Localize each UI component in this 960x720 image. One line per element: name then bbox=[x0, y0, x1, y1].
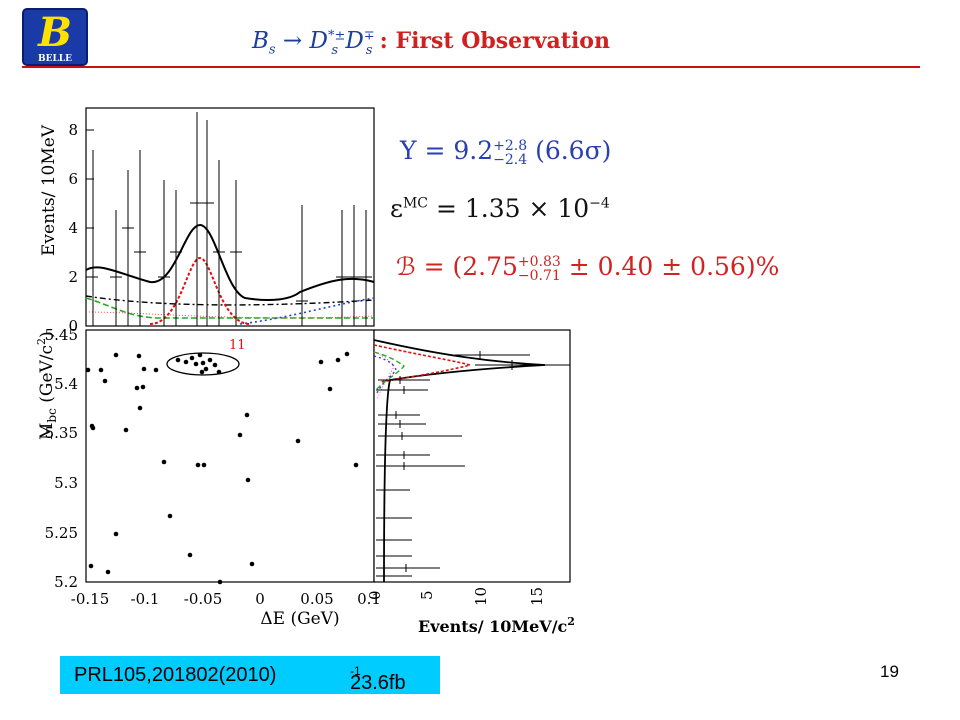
mbc-projection: 0 5 10 15 Events/ 10MeV/c2 bbox=[366, 329, 575, 636]
top-bg-green bbox=[85, 297, 374, 319]
right-bg-green bbox=[373, 351, 406, 391]
scatter-ytick: 5.3 bbox=[54, 474, 78, 492]
logo-letter: B bbox=[37, 9, 72, 56]
title-text: First Observation bbox=[395, 28, 610, 54]
top-ytick: 2 bbox=[68, 268, 78, 286]
top-bg-blue bbox=[239, 297, 375, 325]
right-xtick: 15 bbox=[528, 587, 546, 606]
branching-fraction-equation: ℬ = (2.75+0.83 −0.71 ± 0.40 ± 0.56)% bbox=[396, 252, 780, 284]
efficiency-equation: εMC = 1.35 × 10−4 bbox=[390, 194, 610, 223]
mbc-vs-delta-e-scatter: 5.2 5.25 5.3 5.35 5.4 5.45 -0.15 -0.1 -0… bbox=[35, 326, 381, 629]
scatter-xtick: 0 bbox=[255, 590, 265, 608]
top-ytick: 6 bbox=[68, 170, 78, 188]
title-underline bbox=[22, 66, 920, 68]
scatter-ytick: 5.35 bbox=[45, 424, 78, 442]
top-signal bbox=[149, 256, 251, 325]
scatter-xlabel: ΔE (GeV) bbox=[260, 609, 339, 629]
right-xtick: 0 bbox=[366, 590, 384, 600]
scatter-ytick: 5.45 bbox=[45, 326, 78, 344]
ellipse-count-label: 11 bbox=[229, 338, 246, 353]
top-ytick: 8 bbox=[68, 121, 78, 139]
scatter-xtick: -0.1 bbox=[131, 590, 160, 608]
scatter-points bbox=[85, 351, 359, 585]
right-data-points bbox=[376, 351, 570, 577]
right-bg-blue bbox=[373, 355, 397, 396]
luminosity: 23.6fb -1 bbox=[350, 664, 406, 694]
delta-e-projection: 0 2 4 6 8 Events/ 10MeV bbox=[39, 107, 375, 335]
scatter-ytick: 5.25 bbox=[45, 524, 78, 542]
paper-reference: PRL105,201802(2010) bbox=[74, 664, 277, 686]
scatter-xtick: 0.1 bbox=[357, 590, 381, 608]
logo-text: BELLE bbox=[38, 54, 72, 64]
scatter-xtick: 0.05 bbox=[300, 590, 333, 608]
top-total-fit bbox=[85, 223, 375, 301]
reference-box: PRL105,201802(2010) 23.6fb -1 bbox=[60, 656, 440, 694]
right-total-fit bbox=[373, 339, 546, 583]
scatter-xtick: -0.05 bbox=[184, 590, 222, 608]
right-xtick: 5 bbox=[418, 590, 436, 600]
right-xlabel: Events/ 10MeV/c2 bbox=[418, 615, 575, 636]
top-bg-pink bbox=[85, 311, 375, 319]
page-number: 19 bbox=[880, 662, 899, 681]
top-ytick: 0 bbox=[68, 317, 78, 335]
scatter-ytick: 5.4 bbox=[54, 375, 78, 393]
slide-title: Bs → D*±s D∓s : First Observation bbox=[252, 28, 610, 58]
belle-logo: B BELLE bbox=[22, 8, 88, 66]
scatter-ylabel: Mbc (GeV/c2) bbox=[35, 331, 59, 440]
right-bg-pink bbox=[373, 351, 395, 401]
right-xtick: 10 bbox=[472, 587, 490, 606]
top-ytick: 4 bbox=[68, 219, 78, 237]
yield-equation: Y = 9.2+2.8 −2.4 (6.6σ) bbox=[400, 136, 612, 168]
scatter-ytick: 5.2 bbox=[54, 573, 78, 591]
scatter-xtick: -0.15 bbox=[71, 590, 109, 608]
signal-region-ellipse bbox=[166, 352, 240, 376]
top-data-points bbox=[88, 112, 372, 326]
top-ylabel: Events/ 10MeV bbox=[39, 124, 59, 256]
